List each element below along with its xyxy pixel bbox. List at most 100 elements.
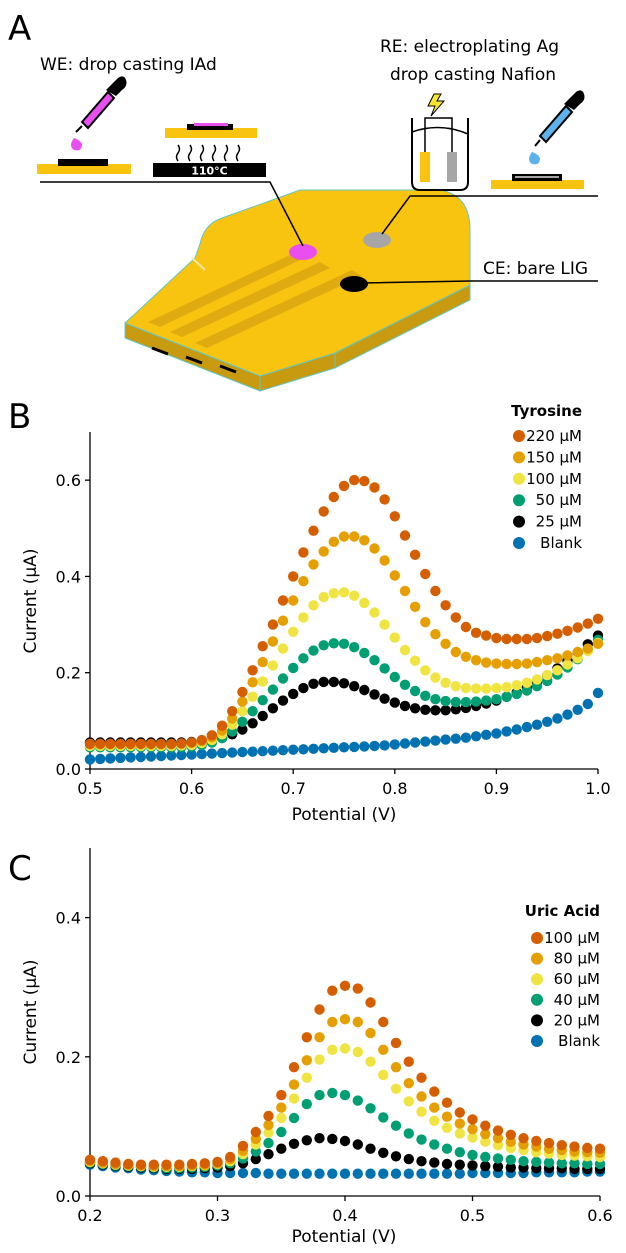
data-point bbox=[543, 1157, 555, 1168]
x-tick-label-b: 0.8 bbox=[382, 779, 407, 798]
data-point bbox=[420, 617, 431, 628]
data-point bbox=[543, 1137, 555, 1149]
x-tick-label-c: 0.6 bbox=[587, 1206, 612, 1225]
legend-label-b: 100 μM bbox=[526, 470, 582, 488]
data-point bbox=[399, 738, 411, 749]
data-point bbox=[518, 1156, 529, 1167]
legend-label-c: 60 μM bbox=[554, 970, 600, 988]
data-point bbox=[481, 695, 492, 706]
data-point bbox=[440, 677, 451, 688]
legend-label-b: 150 μM bbox=[526, 448, 582, 466]
data-point bbox=[196, 748, 207, 760]
data-point bbox=[352, 1139, 363, 1150]
legend-label-c: 40 μM bbox=[554, 991, 600, 1009]
data-point bbox=[327, 1044, 338, 1056]
data-point bbox=[123, 1158, 134, 1170]
data-point bbox=[277, 745, 289, 756]
data-point bbox=[379, 619, 390, 630]
data-point bbox=[562, 659, 573, 670]
data-point bbox=[298, 576, 309, 587]
data-point bbox=[247, 718, 258, 729]
data-point bbox=[327, 1016, 338, 1028]
data-point bbox=[501, 691, 512, 702]
panel-label-b: B bbox=[8, 397, 31, 437]
y-tick-label-b: 0.0 bbox=[56, 760, 81, 779]
data-point bbox=[328, 638, 339, 649]
data-point bbox=[480, 1120, 491, 1131]
data-point bbox=[378, 1112, 389, 1123]
data-point bbox=[403, 1078, 414, 1089]
data-point bbox=[314, 1032, 325, 1043]
data-point bbox=[186, 737, 197, 748]
data-point bbox=[115, 738, 126, 750]
data-point bbox=[409, 703, 421, 714]
data-point bbox=[420, 690, 431, 701]
data-point bbox=[339, 1089, 351, 1101]
x-tick-label-c: 0.2 bbox=[77, 1206, 102, 1225]
data-point bbox=[84, 1154, 96, 1166]
data-point bbox=[378, 1147, 389, 1159]
data-point bbox=[505, 1162, 516, 1173]
data-point bbox=[420, 704, 431, 715]
lightning-icon bbox=[427, 93, 446, 117]
data-point bbox=[429, 1086, 440, 1097]
series-b bbox=[84, 687, 604, 765]
data-point bbox=[237, 716, 248, 727]
data-point bbox=[454, 1128, 465, 1139]
data-point bbox=[470, 731, 482, 742]
data-point bbox=[288, 1168, 300, 1179]
panel-label-a: A bbox=[8, 9, 31, 49]
data-point bbox=[492, 1161, 504, 1173]
y-tick-label-b: 0.4 bbox=[56, 567, 81, 586]
data-point bbox=[365, 1168, 376, 1179]
data-point bbox=[186, 749, 197, 760]
data-point bbox=[308, 600, 319, 611]
data-point bbox=[501, 633, 512, 645]
data-point bbox=[237, 746, 248, 758]
hot-plate-icon: 110°C bbox=[153, 123, 266, 178]
data-point bbox=[467, 1149, 478, 1161]
data-point bbox=[327, 985, 338, 996]
data-point bbox=[521, 721, 533, 733]
data-point bbox=[115, 752, 126, 764]
dropper-icon bbox=[71, 76, 127, 151]
data-point bbox=[301, 1072, 312, 1083]
data-point bbox=[227, 747, 238, 758]
data-point bbox=[390, 1151, 402, 1162]
data-point bbox=[470, 683, 482, 694]
data-point bbox=[556, 1158, 567, 1169]
series-b bbox=[84, 474, 604, 750]
data-point bbox=[369, 482, 380, 493]
data-point bbox=[247, 677, 258, 688]
data-point bbox=[298, 612, 309, 623]
data-point bbox=[216, 747, 228, 759]
data-point bbox=[314, 1054, 325, 1065]
data-point bbox=[125, 752, 136, 763]
data-point bbox=[441, 1122, 453, 1134]
x-tick-label-b: 0.9 bbox=[484, 779, 509, 798]
legend-marker-c bbox=[531, 932, 543, 944]
data-point bbox=[318, 546, 329, 557]
data-point bbox=[288, 1138, 300, 1150]
data-point bbox=[237, 686, 248, 698]
data-point bbox=[288, 1112, 300, 1124]
data-point bbox=[521, 633, 533, 645]
data-point bbox=[257, 676, 268, 687]
data-point bbox=[492, 1125, 504, 1136]
data-point bbox=[389, 739, 400, 750]
data-point bbox=[250, 1126, 261, 1138]
data-point bbox=[379, 740, 390, 751]
data-point bbox=[531, 719, 543, 730]
data-point bbox=[352, 1168, 363, 1179]
data-point bbox=[592, 613, 604, 624]
data-point bbox=[276, 1168, 287, 1179]
data-point bbox=[277, 673, 289, 684]
data-point bbox=[492, 1133, 504, 1144]
y-tick-label-c: 0.2 bbox=[56, 1048, 81, 1067]
data-point bbox=[352, 983, 363, 994]
data-point bbox=[460, 621, 472, 633]
data-point bbox=[511, 658, 522, 670]
legend-marker-b bbox=[513, 515, 525, 528]
data-point bbox=[399, 700, 411, 712]
data-point bbox=[399, 530, 411, 541]
